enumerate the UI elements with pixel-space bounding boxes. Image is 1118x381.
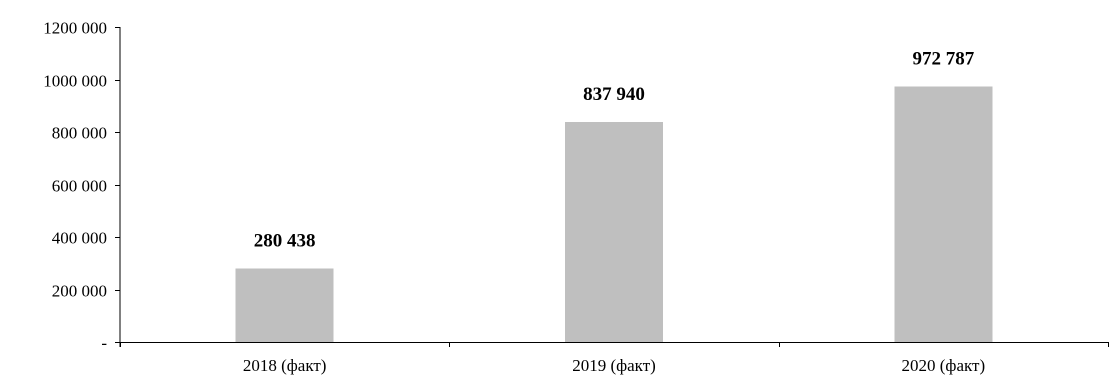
x-tick-label: 2018 (факт) [243,356,327,375]
data-label: 280 438 [254,230,316,251]
y-tick-label: 1000 000 [43,72,107,91]
y-tick-label: - [101,334,107,353]
y-tick-label: 1200 000 [43,19,107,38]
bar [894,86,993,343]
bar [235,268,334,342]
data-label: 972 787 [912,49,974,70]
x-tick-label: 2019 (факт) [572,356,656,375]
x-axis: 2018 (факт) 2019 (факт) 2020 (факт) [120,342,1109,375]
y-axis: - 200 000 400 000 600 000 800 000 1000 000 120… [43,19,121,353]
data-label: 837 940 [583,84,645,105]
bar [565,122,663,343]
bars [235,86,993,343]
x-tick-label: 2020 (факт) [902,356,986,375]
y-tick-label: 600 000 [52,177,107,196]
y-tick-label: 400 000 [52,229,107,248]
y-tick-label: 200 000 [52,282,107,301]
y-tick-label: 800 000 [52,124,107,143]
data-labels: 280 438 837 940 972 787 [254,49,975,252]
